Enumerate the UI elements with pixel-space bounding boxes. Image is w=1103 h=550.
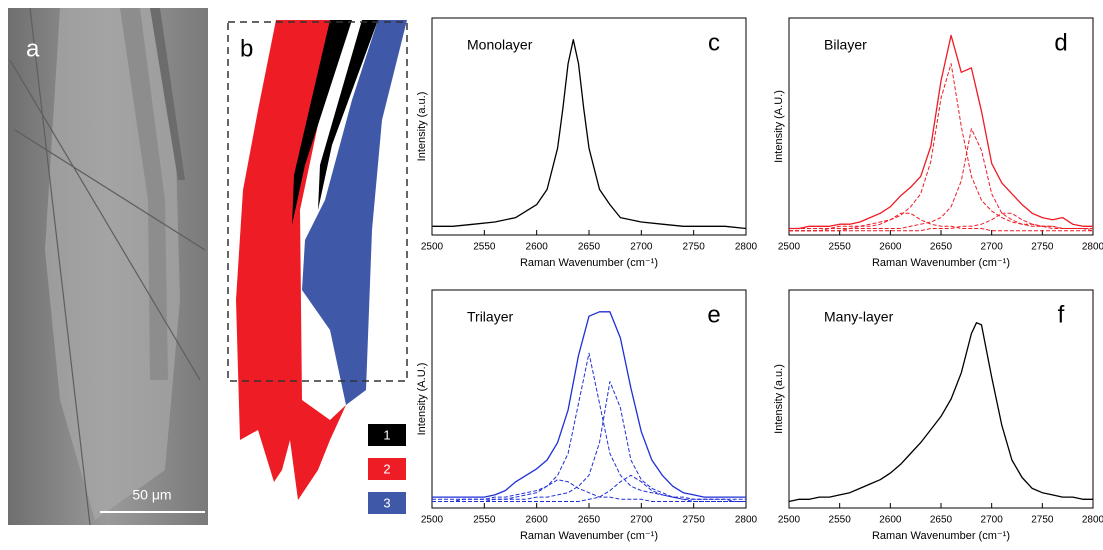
y-axis-label: Intensity (a.u.) <box>773 364 785 434</box>
spectrum-line <box>432 311 746 498</box>
legend-label: 3 <box>383 495 390 510</box>
region-1 <box>292 20 352 225</box>
panel-label: d <box>1054 29 1067 56</box>
x-tick-label: 2750 <box>683 515 706 526</box>
legend-swatch <box>368 424 406 446</box>
spectrum-line <box>432 352 746 500</box>
region-3 <box>302 20 407 405</box>
x-tick-label: 2600 <box>526 515 549 526</box>
legend: 1 2 3 <box>368 424 406 514</box>
spectrum-line <box>432 479 746 502</box>
x-tick-label: 2650 <box>578 242 601 253</box>
x-tick-label: 2500 <box>778 515 801 526</box>
x-tick-label: 2600 <box>879 242 902 253</box>
x-tick-label: 2800 <box>735 515 758 526</box>
spectrum-line <box>788 322 1093 503</box>
panel-label: a <box>26 35 40 62</box>
zoom-box <box>227 21 408 382</box>
x-tick-label: 2750 <box>1031 242 1054 253</box>
x-tick-label: 2550 <box>473 515 496 526</box>
x-tick-label: 2700 <box>981 515 1004 526</box>
x-tick-label: 2650 <box>578 515 601 526</box>
x-axis-label: Raman Wavenumber (cm⁻¹) <box>872 257 1010 269</box>
x-axis-label: Raman Wavenumber (cm⁻¹) <box>520 257 658 269</box>
spectrum-line <box>789 128 1093 232</box>
legend-label: 1 <box>383 427 390 442</box>
x-tick-label: 2650 <box>930 515 953 526</box>
spectrum-line <box>789 212 1093 232</box>
legend-swatch <box>368 458 406 480</box>
x-tick-label: 2600 <box>879 515 902 526</box>
x-tick-label: 2800 <box>1082 515 1103 526</box>
panel-label: f <box>1058 301 1065 328</box>
x-tick-label: 2550 <box>829 515 852 526</box>
y-axis-label: Intensity (A.U.) <box>416 363 428 436</box>
x-tick-label: 2700 <box>630 515 653 526</box>
x-tick-label: 2550 <box>473 242 496 253</box>
x-tick-label: 2750 <box>683 242 706 253</box>
spectrum-line <box>789 63 1093 229</box>
scale-bar-label: 50 μm <box>132 487 171 503</box>
x-tick-label: 2700 <box>630 242 653 253</box>
legend-swatch <box>368 492 406 514</box>
x-tick-label: 2700 <box>981 242 1004 253</box>
x-tick-label: 2800 <box>1082 242 1103 253</box>
spectrum-line <box>432 474 746 502</box>
y-axis-label: Intensity (a.u.) <box>416 92 428 162</box>
panel-label: c <box>708 29 720 56</box>
spectrum-line <box>432 39 747 230</box>
x-tick-label: 2500 <box>778 242 801 253</box>
x-axis-label: Raman Wavenumber (cm⁻¹) <box>520 530 658 542</box>
panel-title: Many-layer <box>824 309 894 325</box>
x-tick-label: 2650 <box>930 242 953 253</box>
panel-b: b 1 2 3 <box>227 20 408 514</box>
charts: 2500 2550 2600 2650 2700 2750 2800 Raman Wavenu… <box>416 17 1103 542</box>
spectrum-line <box>789 34 1093 230</box>
x-tick-label: 2500 <box>421 515 444 526</box>
y-axis-label: Intensity (A.U.) <box>773 90 785 163</box>
spectrum-line <box>789 212 1094 232</box>
x-tick-label: 2600 <box>526 242 549 253</box>
x-tick-label: 2750 <box>1031 515 1054 526</box>
spectrum-line <box>432 381 746 502</box>
flake-band <box>150 8 185 180</box>
x-tick-label: 2500 <box>421 242 444 253</box>
scratch <box>9 7 206 526</box>
panel-a: a 50 μm <box>8 7 208 526</box>
flake-band <box>120 8 168 380</box>
x-axis-label: Raman Wavenumber (cm⁻¹) <box>872 530 1010 542</box>
legend-label: 2 <box>383 461 390 476</box>
panel-title: Bilayer <box>824 37 867 53</box>
panel-title: Monolayer <box>467 37 533 53</box>
x-tick-label: 2800 <box>735 242 758 253</box>
panel-title: Trilayer <box>467 309 513 325</box>
panel-label: e <box>707 301 720 328</box>
x-tick-label: 2550 <box>829 242 852 253</box>
region-2 <box>236 20 346 500</box>
panel-label: b <box>240 35 253 62</box>
